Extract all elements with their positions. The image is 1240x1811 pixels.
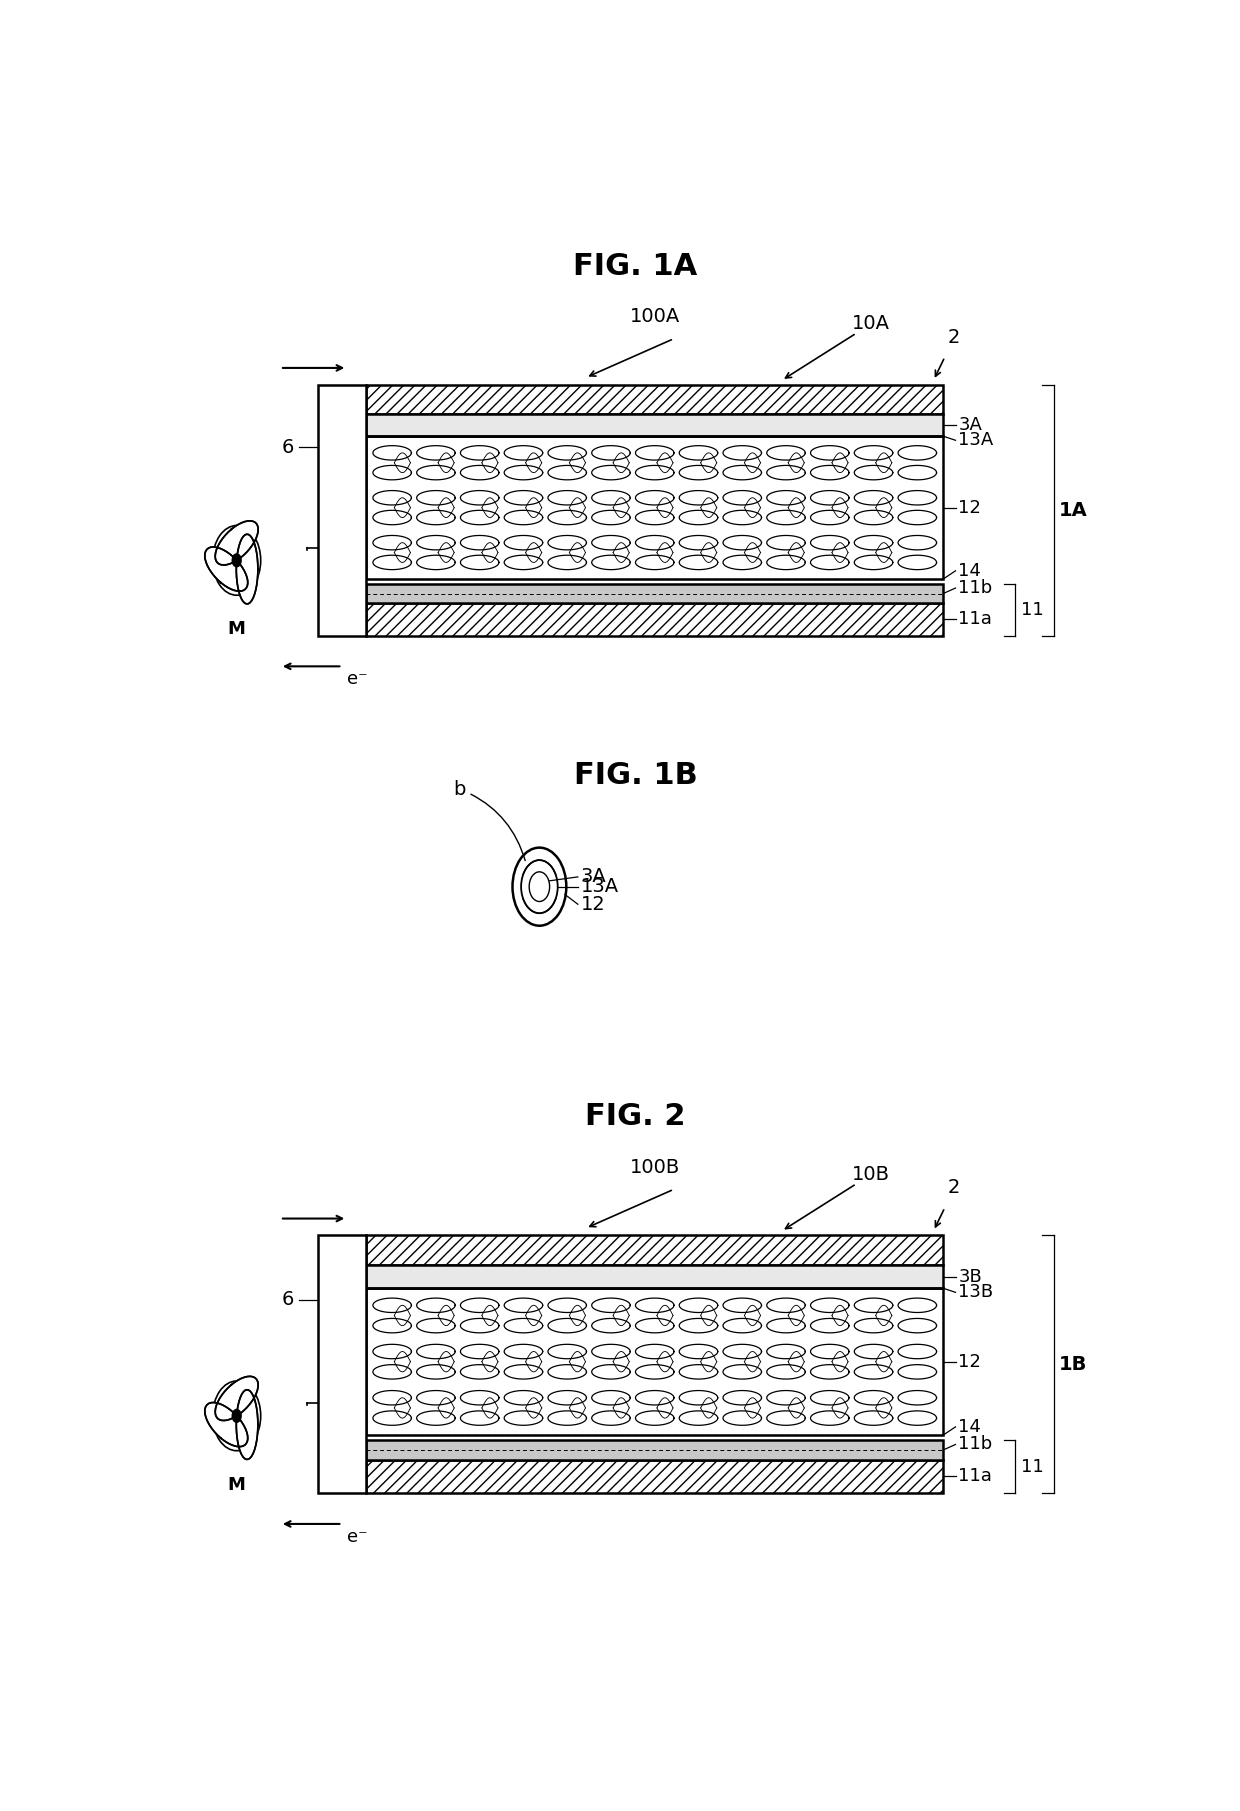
Text: 2: 2 [947,1179,960,1197]
Polygon shape [205,547,248,590]
Bar [367,413,942,436]
Bar [367,1264,942,1288]
Text: M: M [228,621,246,637]
Text: 10B: 10B [852,1164,890,1184]
Text: 12: 12 [959,498,981,516]
Text: 12: 12 [959,1353,981,1371]
Bar [367,384,942,413]
Text: FIG. 1B: FIG. 1B [574,761,697,790]
Text: 3A: 3A [959,417,982,435]
Text: e⁻: e⁻ [347,670,368,688]
Text: 14: 14 [959,561,981,580]
Text: 1B: 1B [1059,1355,1087,1375]
Text: e⁻: e⁻ [347,1528,368,1547]
Text: 6: 6 [281,438,294,456]
Text: 13B: 13B [959,1284,993,1302]
Bar [367,603,942,636]
Text: FIG. 2: FIG. 2 [585,1103,686,1132]
Text: 11a: 11a [959,610,992,628]
Polygon shape [205,1402,248,1447]
Bar [367,1460,942,1494]
Text: 11b: 11b [959,580,993,598]
Text: 12: 12 [580,895,605,915]
Text: 100B: 100B [630,1157,680,1177]
Bar [367,436,942,580]
Text: 11b: 11b [959,1436,993,1454]
Text: 2: 2 [947,328,960,348]
Bar [367,1440,942,1460]
Text: 3A: 3A [580,867,606,886]
Bar [367,585,942,603]
Polygon shape [237,1389,258,1460]
Text: 1A: 1A [1059,500,1087,520]
Text: 100A: 100A [630,306,680,326]
Polygon shape [216,1376,258,1420]
Bar [367,1235,942,1264]
Text: 11: 11 [1021,601,1044,619]
Text: FIG. 1A: FIG. 1A [573,252,698,281]
Text: 11a: 11a [959,1467,992,1485]
Text: 3B: 3B [959,1268,982,1286]
Text: M: M [228,1476,246,1494]
Polygon shape [237,534,258,603]
Bar [319,384,367,636]
Bar [367,1288,942,1434]
Text: 6: 6 [281,1289,294,1309]
Text: b: b [454,779,526,860]
Text: 10A: 10A [852,313,890,333]
Text: 13A: 13A [580,877,619,896]
Circle shape [232,1409,241,1422]
Polygon shape [216,522,258,565]
Circle shape [529,871,549,902]
Text: 11: 11 [1021,1458,1044,1476]
Circle shape [232,554,241,567]
Text: 14: 14 [959,1418,981,1436]
Bar [319,1235,367,1494]
Text: 13A: 13A [959,431,993,449]
